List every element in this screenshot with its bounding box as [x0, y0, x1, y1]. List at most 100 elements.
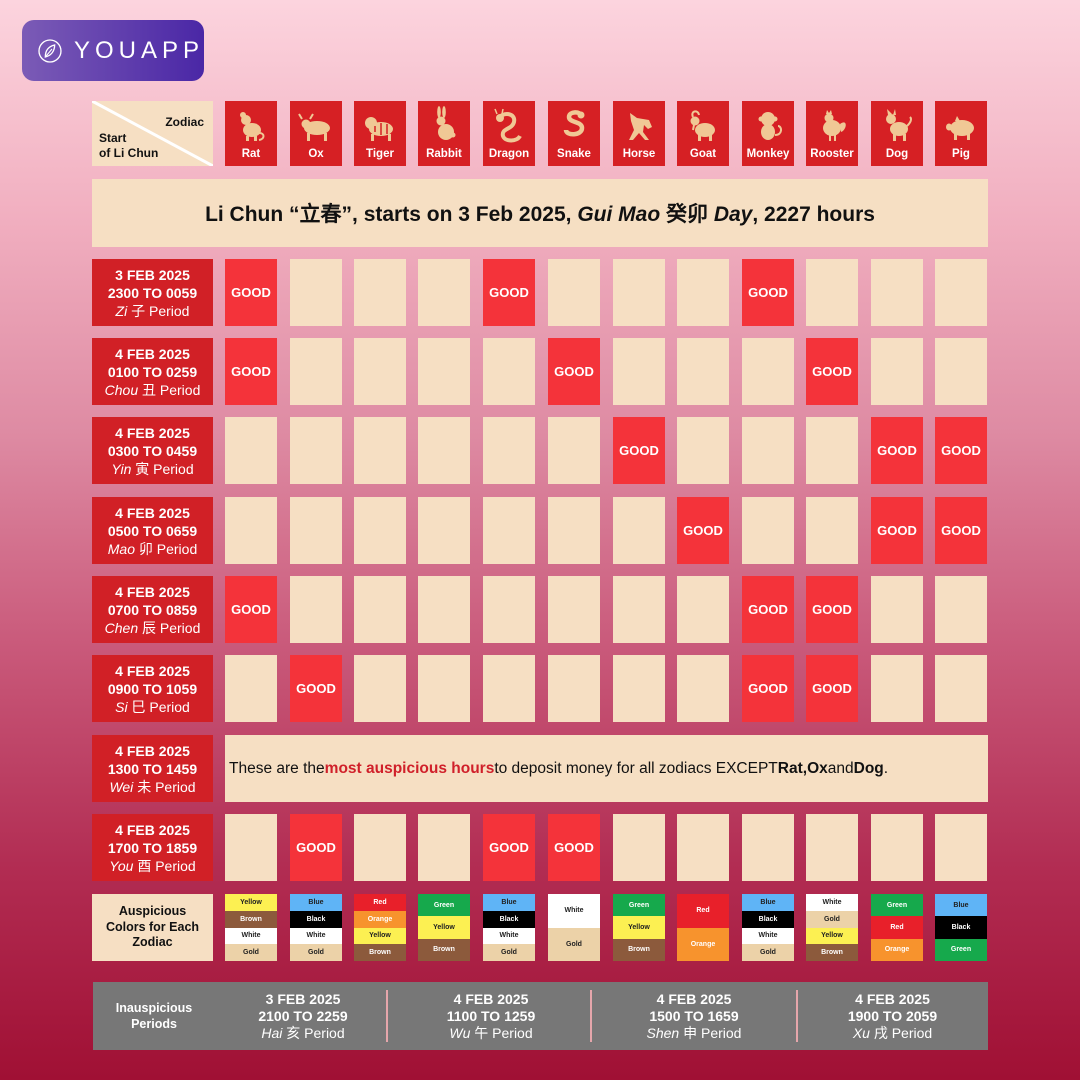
zodiac-header-rat: Rat [225, 101, 277, 166]
period-name: Yin 寅 Period [111, 460, 194, 477]
empty-cell [613, 576, 665, 643]
empty-cell [418, 338, 470, 405]
zodiac-label: Pig [952, 148, 970, 160]
period-date: 4 FEB 2025 [115, 662, 190, 679]
empty-cell [935, 814, 987, 881]
color-swatch: Gold [290, 944, 342, 961]
color-swatch: Gold [742, 944, 794, 961]
inauspicious-periods-bar: Inauspicious Periods 3 FEB 2025 2100 TO 2… [93, 982, 988, 1050]
period-date: 4 FEB 2025 [115, 583, 190, 600]
rooster-icon [823, 110, 846, 141]
period-time: 0900 TO 1059 [107, 680, 198, 697]
empty-cell [548, 655, 600, 722]
color-swatch: Green [871, 894, 923, 917]
color-stack-rabbit: Green Yellow Brown [418, 894, 470, 961]
empty-cell [871, 814, 923, 881]
color-swatch: Yellow [418, 916, 470, 939]
zodiac-label: Rooster [810, 148, 854, 160]
period-label-zi: 3 FEB 2025 2300 TO 0059 Zi 子 Period [92, 259, 213, 326]
period-date: 4 FEB 2025 [656, 990, 732, 1007]
period-name: Wei 未 Period [109, 778, 196, 795]
color-swatch: Orange [677, 927, 729, 961]
period-name: Si 巳 Period [115, 698, 190, 715]
empty-cell [806, 417, 858, 484]
table-corner-header: Zodiac Start of Li Chun [92, 101, 213, 166]
goat-icon [690, 110, 715, 141]
period-name: Mao 卯 Period [107, 540, 198, 557]
pig-icon [946, 116, 974, 140]
period-name: Zi 子 Period [115, 302, 190, 319]
empty-cell [548, 259, 600, 326]
empty-cell [290, 417, 342, 484]
inauspicious-period-shen: 4 FEB 2025 1500 TO 1659 Shen 申 Period [593, 982, 795, 1050]
empty-cell [418, 655, 470, 722]
empty-cell [613, 655, 665, 722]
period-separator [590, 990, 592, 1042]
zodiac-header-rooster: Rooster [806, 101, 858, 166]
period-time: 0300 TO 0459 [107, 442, 198, 459]
empty-cell [613, 814, 665, 881]
color-swatch: Yellow [225, 894, 277, 911]
color-swatch: Green [935, 938, 987, 961]
zodiac-label: Monkey [746, 148, 790, 160]
period-date: 4 FEB 2025 [453, 990, 529, 1007]
empty-cell [742, 814, 794, 881]
color-swatch: Gold [806, 910, 858, 928]
li-chun-banner: Li Chun “立春”, starts on 3 Feb 2025, Gui … [92, 179, 988, 247]
color-swatch: White [225, 927, 277, 945]
period-date: 4 FEB 2025 [115, 742, 190, 759]
empty-cell [418, 814, 470, 881]
color-stack-rat: Yellow Brown White Gold [225, 894, 277, 961]
color-swatch: Red [871, 916, 923, 939]
start-header-label: Start of Li Chun [99, 131, 159, 160]
period-label-yin: 4 FEB 2025 0300 TO 0459 Yin 寅 Period [92, 417, 213, 484]
good-cell: GOOD [677, 497, 729, 564]
good-cell: GOOD [483, 814, 535, 881]
color-stack-horse: Green Yellow Brown [613, 894, 665, 961]
period-time: 0700 TO 0859 [107, 601, 198, 618]
tiger-icon [365, 117, 393, 141]
empty-cell [225, 814, 277, 881]
good-cell: GOOD [871, 417, 923, 484]
empty-cell [677, 259, 729, 326]
empty-cell [806, 259, 858, 326]
empty-cell [483, 497, 535, 564]
zodiac-label: Dog [885, 148, 909, 160]
empty-cell [935, 655, 987, 722]
color-swatch: Yellow [613, 916, 665, 939]
inauspicious-period-wu: 4 FEB 2025 1100 TO 1259 Wu 午 Period [391, 982, 591, 1050]
good-cell: GOOD [290, 655, 342, 722]
color-swatch: Green [613, 894, 665, 917]
empty-cell [613, 497, 665, 564]
empty-cell [677, 655, 729, 722]
period-label-wei: 4 FEB 2025 1300 TO 1459 Wei 未 Period [92, 735, 213, 802]
wei-period-message: These are the most auspicious hours to d… [225, 735, 988, 802]
period-time: 1700 TO 1859 [107, 839, 198, 856]
empty-cell [742, 497, 794, 564]
color-swatch: Yellow [354, 927, 406, 945]
color-swatch: Brown [418, 938, 470, 961]
youapp-logo[interactable]: YOUAPP [22, 20, 204, 81]
zodiac-header-dog: Dog [871, 101, 923, 166]
good-cell: GOOD [548, 338, 600, 405]
good-cell: GOOD [806, 655, 858, 722]
empty-cell [225, 655, 277, 722]
period-label-chou: 4 FEB 2025 0100 TO 0259 Chou 丑 Period [92, 338, 213, 405]
period-date: 4 FEB 2025 [855, 990, 930, 1007]
period-time: 2300 TO 0059 [107, 284, 198, 301]
empty-cell [354, 259, 406, 326]
empty-cell [418, 576, 470, 643]
zodiac-header-label: Zodiac [165, 115, 204, 129]
period-time: 2100 TO 2259 [258, 1007, 348, 1024]
empty-cell [418, 417, 470, 484]
period-date: 4 FEB 2025 [115, 345, 190, 362]
empty-cell [483, 338, 535, 405]
color-swatch: Orange [354, 910, 406, 928]
rat-icon [240, 112, 265, 141]
zodiac-header-goat: Goat [677, 101, 729, 166]
empty-cell [483, 576, 535, 643]
color-swatch: Green [418, 894, 470, 917]
period-separator [796, 990, 798, 1042]
color-swatch: Blue [483, 894, 535, 911]
zodiac-label: Tiger [366, 148, 394, 160]
